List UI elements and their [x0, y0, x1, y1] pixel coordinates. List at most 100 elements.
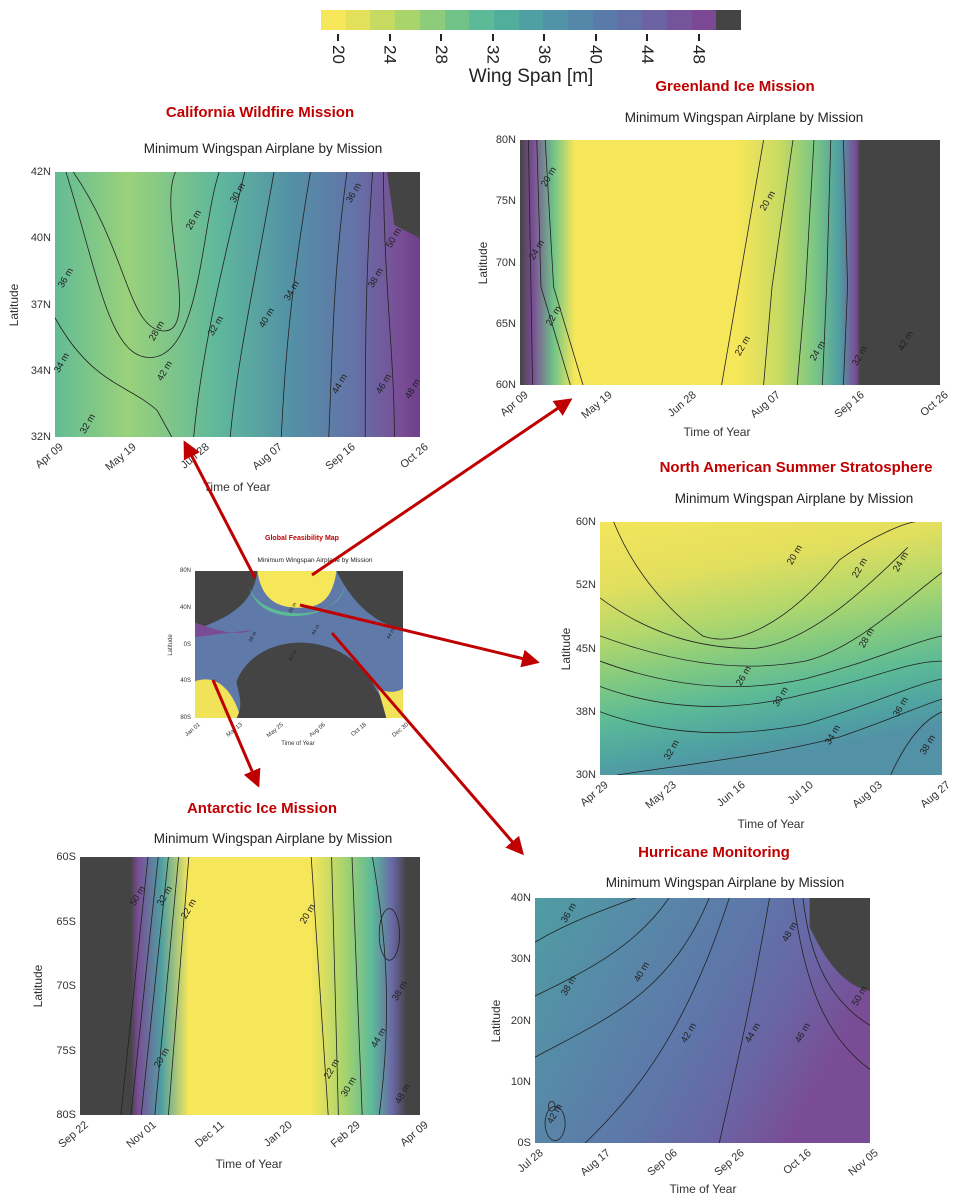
colorbar-tick-mark: [594, 34, 597, 41]
colorbar-tick: 20: [328, 34, 348, 64]
x-tick-label: Oct 16: [781, 1147, 814, 1178]
x-axis-label: Time of Year: [737, 817, 805, 831]
x-tick-label: Sep 26: [712, 1147, 747, 1179]
chart-subtitle: Minimum Wingspan Airplane by Mission: [143, 141, 383, 156]
colorbar-tick: 44: [637, 34, 657, 64]
colorbar-tick-label: 48: [689, 45, 709, 64]
x-tick-label: Oct 18: [350, 722, 369, 738]
x-tick-label: Apr 09: [33, 441, 66, 472]
mission-title: Hurricane Monitoring: [638, 844, 790, 861]
x-tick-label: Nov 05: [846, 1147, 881, 1179]
colorbar-swatch: [666, 10, 692, 30]
y-tick-label: 10N: [510, 1075, 531, 1088]
colorbar: [321, 10, 741, 30]
colorbar-tick-label: 40: [586, 45, 606, 64]
mission-title: Greenland Ice Mission: [655, 78, 815, 95]
x-tick-label: Feb 29: [328, 1119, 363, 1151]
y-tick-label: 65N: [495, 317, 516, 330]
colorbar-swatch: [395, 10, 420, 30]
y-axis-label: Latitude: [31, 964, 45, 1008]
x-tick-label: Apr 29: [578, 779, 611, 810]
x-tick-label: Sep 06: [645, 1147, 680, 1179]
colorbar-tick-mark: [543, 34, 545, 41]
y-axis-label: Latitude: [489, 999, 503, 1042]
y-tick-label: 60S: [56, 851, 76, 863]
y-tick-label: 40N: [179, 604, 191, 611]
colorbar-tick: 28: [431, 34, 451, 64]
y-tick-label: 38N: [575, 705, 596, 718]
plot-area: [80, 857, 420, 1115]
x-tick-label: May 19: [103, 441, 139, 474]
y-tick-label: 80N: [495, 134, 516, 146]
x-tick-label: Mar 13: [225, 722, 244, 739]
colorbar-tick-mark: [697, 34, 700, 41]
colorbar-tick-mark: [440, 34, 442, 41]
x-tick-label: Sep 16: [323, 441, 358, 473]
x-tick-label: Apr 09: [498, 389, 531, 420]
y-tick-label: 80S: [56, 1109, 76, 1121]
x-tick-label: Aug 27: [918, 779, 953, 811]
chart-subtitle: Minimum Wingspan Airplane by Mission: [605, 875, 845, 890]
y-tick-label: 40N: [30, 232, 51, 245]
y-axis-label: Latitude: [7, 283, 21, 326]
y-axis-label: Latitude: [559, 627, 573, 670]
colorbar-swatch: [642, 10, 667, 30]
colorbar-tick: 40: [586, 34, 606, 64]
chart-subtitle: Minimum Wingspan Airplane by Mission: [624, 110, 864, 125]
colorbar-tick: 24: [380, 34, 400, 64]
plot-area: [55, 172, 420, 437]
y-tick-label: 70S: [56, 980, 76, 992]
y-tick-label: 45N: [575, 642, 596, 655]
y-tick-label: 40S: [180, 678, 191, 685]
y-tick-label: 30N: [510, 953, 531, 966]
y-tick-label: 30N: [575, 769, 596, 781]
colorbar-swatch: [592, 10, 618, 30]
x-tick-label: Jun 28: [178, 441, 212, 472]
y-tick-label: 75N: [495, 195, 516, 208]
colorbar-tick: 48: [689, 34, 709, 64]
plot-area: [600, 522, 942, 775]
colorbar-swatch: [469, 10, 494, 30]
x-tick-label: Jun 28: [665, 389, 699, 420]
colorbar-swatch: [617, 10, 643, 30]
colorbar-swatch: [518, 10, 544, 30]
colorbar-tick-mark: [337, 34, 339, 41]
x-axis-label: Time of Year: [203, 480, 271, 494]
y-tick-label: 80S: [180, 715, 191, 721]
plot-area: [535, 898, 870, 1143]
x-tick-label: Dec 30: [391, 722, 410, 739]
colorbar-swatch: [419, 10, 445, 30]
colorbar-tick-mark: [491, 34, 494, 41]
x-tick-label: Nov 01: [124, 1119, 159, 1151]
x-tick-label: Dec 11: [192, 1119, 227, 1151]
colorbar-swatch: [716, 10, 741, 30]
colorbar-tick: 36: [534, 34, 554, 64]
colorbar-tick-label: 20: [329, 45, 348, 64]
y-tick-label: 65S: [56, 915, 76, 928]
colorbar-swatch: [345, 10, 371, 30]
y-tick-label: 75S: [56, 1044, 76, 1057]
x-tick-label: Sep 16: [832, 389, 867, 421]
y-tick-label: 60N: [495, 379, 516, 391]
y-tick-label: 40N: [510, 892, 531, 904]
mission-title: Global Feasibility Map: [265, 535, 339, 542]
x-tick-label: Jul 10: [785, 779, 816, 808]
x-tick-label: May 19: [579, 389, 615, 422]
colorbar-label: Wing Span [m]: [468, 66, 594, 87]
chart-subtitle: Minimum Wingspan Airplane by Mission: [257, 557, 373, 564]
colorbar-swatch: [370, 10, 396, 30]
x-tick-label: Aug 03: [849, 779, 885, 811]
mission-title: Antarctic Ice Mission: [186, 800, 338, 817]
colorbar-tick-label: 36: [535, 45, 554, 64]
colorbar-tick: 32: [483, 34, 503, 64]
y-tick-label: 70N: [495, 256, 516, 269]
y-tick-label: 80N: [179, 568, 191, 574]
y-axis-label: Latitude: [476, 241, 490, 284]
x-tick-label: May 25: [266, 722, 286, 740]
colorbar-swatch: [691, 10, 717, 30]
x-tick-label: Oct 26: [918, 389, 951, 420]
y-tick-label: 34N: [30, 364, 51, 377]
plot-area: [195, 571, 403, 718]
colorbar-tick-label: 32: [483, 45, 503, 64]
y-tick-label: 42N: [30, 166, 51, 178]
